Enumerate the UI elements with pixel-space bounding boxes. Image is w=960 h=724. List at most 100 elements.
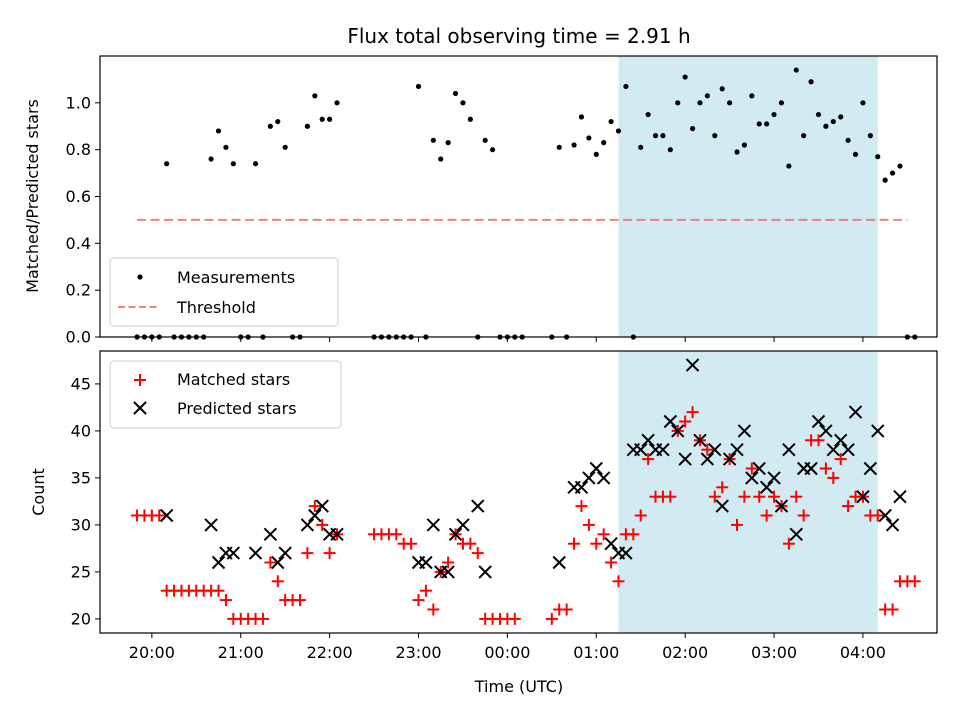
measurement-point [645,111,651,118]
measurement-point [638,144,644,150]
measurement-point [897,163,903,169]
predicted-stars-point [419,555,433,570]
matched-stars-point [271,575,284,588]
legend-measurements-marker [137,274,143,280]
y-tick-label: 0.0 [66,328,91,347]
y-tick-label: 20 [71,609,91,628]
measurement-point [867,133,873,139]
matched-stars-point [753,490,766,503]
measurement-point [889,170,896,176]
matched-stars-point [323,547,336,560]
count-y-ticks: 20 25 30 35 40 45 [71,374,100,628]
measurement-point [623,83,629,90]
measurement-point [719,86,725,92]
matched-stars-point [256,612,269,625]
matched-stars-point [293,594,306,607]
predicted-stars-point [596,471,611,485]
matched-stars-point [219,594,232,607]
legend-predicted-marker [133,401,147,415]
y-tick-label: 40 [71,421,91,440]
matched-stars-point [427,603,440,616]
count-legend-box [109,360,342,429]
matched-stars-point [642,453,655,466]
matched-stars-point [634,509,647,522]
predicted-stars-point [619,546,633,560]
predicted-stars-point [767,471,781,485]
matched-stars-point [708,490,721,503]
y-tick-label: 0.8 [66,140,91,159]
ratio-panel: 0.0 0.2 0.4 0.6 0.8 1.0 Matched/Predicted sta… [23,55,938,347]
count-y-axis-label: Count [29,468,48,516]
measurement-point [304,123,310,129]
y-tick-label: 1.0 [66,93,91,112]
measurement-point [675,100,681,106]
predicted-stars-point [663,414,678,429]
matched-stars-point [797,509,810,522]
matched-stars-point [768,490,781,503]
chart-title: Flux total observing time = 2.91 h [347,24,690,48]
measurement-point [578,114,585,120]
predicted-stars-point [693,433,707,448]
predicted-stars-point [448,527,463,542]
predicted-stars-point [856,489,870,504]
measurement-point [793,67,799,73]
x-tick-label: 02:00 [662,643,708,662]
matched-stars-point [597,528,610,541]
predicted-stars-point [315,499,329,513]
matched-stars-point [301,547,314,560]
predicted-stars-point [819,424,833,438]
x-tick-label: 22:00 [307,643,353,662]
matched-stars-point [264,556,277,569]
matched-stars-point [834,453,847,466]
measurement-point [430,137,436,143]
predicted-stars-point [759,480,774,495]
measurement-point [223,144,229,150]
measurement-point [786,163,792,169]
predicted-stars-point [774,499,789,513]
matched-stars-point [316,518,329,531]
measurement-point [689,125,696,132]
measurement-point [808,79,814,85]
matched-stars-point [745,462,758,475]
matched-stars-point [471,547,484,560]
measurement-point [586,135,592,141]
predicted-stars-point [708,442,722,457]
measurement-point [875,154,881,160]
measurement-point [608,118,614,125]
x-tick-label: 03:00 [751,643,797,662]
measurement-point [252,161,259,167]
y-tick-label: 0.6 [66,187,91,206]
measurement-point [860,100,866,106]
measurement-point [764,121,770,127]
predicted-stars-point [582,471,596,485]
legend-matched-marker [134,374,146,386]
measurement-point [593,151,599,157]
measurement-point [704,93,710,99]
predicted-stars-point [811,414,826,429]
matched-stars-point [716,481,729,494]
y-tick-label: 30 [71,515,91,534]
ratio-legend-box [109,257,339,327]
matched-stars-point [582,518,595,531]
x-tick-label: 20:00 [129,643,175,662]
matched-stars-point [701,443,714,456]
predicted-stars-point [826,442,841,457]
matched-stars-point [871,509,884,522]
predicted-stars-point [248,546,263,560]
measurement-point [275,118,281,125]
predicted-stars-point [782,442,796,457]
matched-stars-point [612,575,625,588]
matched-stars-point [812,434,825,447]
measurement-point [771,111,777,118]
measurement-point [267,123,273,129]
predicted-stars-point [730,442,744,457]
measurement-point [852,151,859,157]
count-x-ticks: 20:00 21:00 22:00 23:00 00:00 01:00 02:00 03:00… [129,633,886,662]
matched-stars-point [827,471,840,484]
measurement-point [615,128,622,134]
matched-stars-point [782,537,795,550]
measurement-point [882,177,888,183]
matched-stars-point [664,490,677,503]
y-tick-label: 0.2 [66,281,91,300]
